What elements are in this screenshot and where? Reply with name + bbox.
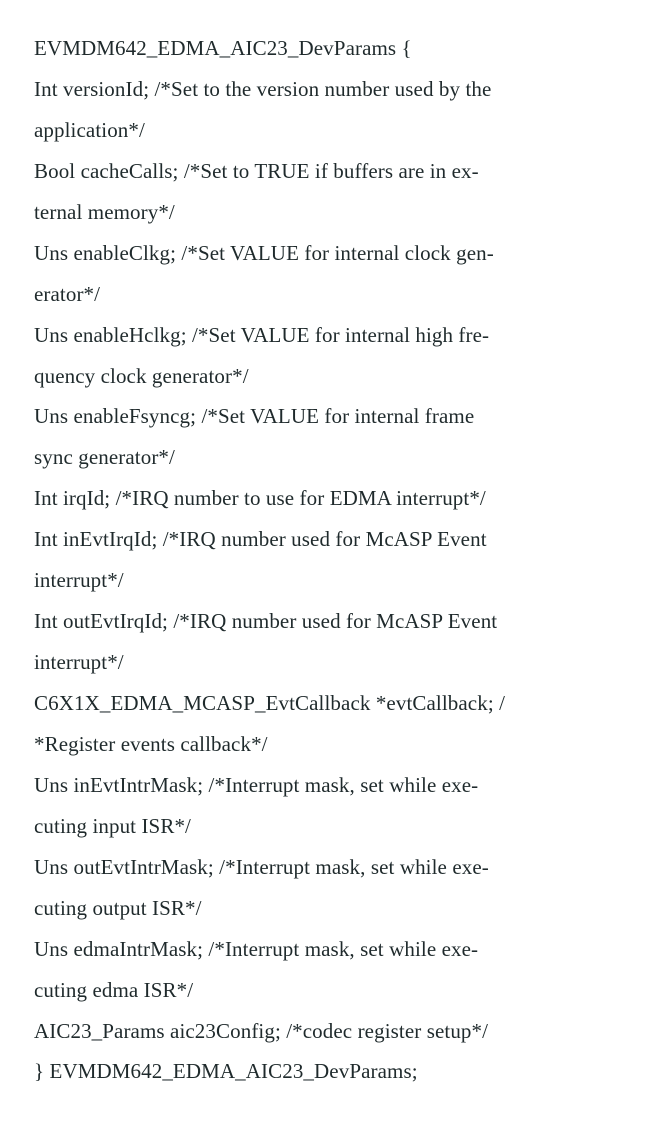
code-line: Uns edmaIntrMask; /*Interrupt mask, set … <box>34 929 629 970</box>
code-line: cuting output ISR*/ <box>34 888 629 929</box>
code-line: interrupt*/ <box>34 642 629 683</box>
code-line: Int irqId; /*IRQ number to use for EDMA … <box>34 478 629 519</box>
code-listing-page: EVMDM642_EDMA_AIC23_DevParams { Int vers… <box>0 0 663 1125</box>
code-line: Uns enableClkg; /*Set VALUE for internal… <box>34 233 629 274</box>
code-line: quency clock generator*/ <box>34 356 629 397</box>
code-line: } EVMDM642_EDMA_AIC23_DevParams; <box>34 1051 629 1092</box>
code-line: C6X1X_EDMA_MCASP_EvtCallback *evtCallbac… <box>34 683 629 724</box>
code-line: Uns enableHclkg; /*Set VALUE for interna… <box>34 315 629 356</box>
code-line: AIC23_Params aic23Config; /*codec regist… <box>34 1011 629 1052</box>
code-line: sync generator*/ <box>34 437 629 478</box>
code-line: EVMDM642_EDMA_AIC23_DevParams { <box>34 28 629 69</box>
code-line: Bool cacheCalls; /*Set to TRUE if buffer… <box>34 151 629 192</box>
code-line: Uns inEvtIntrMask; /*Interrupt mask, set… <box>34 765 629 806</box>
code-line: application*/ <box>34 110 629 151</box>
code-line: Uns enableFsyncg; /*Set VALUE for intern… <box>34 396 629 437</box>
code-line: ternal memory*/ <box>34 192 629 233</box>
code-line: Int outEvtIrqId; /*IRQ number used for M… <box>34 601 629 642</box>
code-line: interrupt*/ <box>34 560 629 601</box>
code-line: erator*/ <box>34 274 629 315</box>
code-line: Uns outEvtIntrMask; /*Interrupt mask, se… <box>34 847 629 888</box>
code-line: Int versionId; /*Set to the version numb… <box>34 69 629 110</box>
code-line: *Register events callback*/ <box>34 724 629 765</box>
code-line: cuting edma ISR*/ <box>34 970 629 1011</box>
code-line: Int inEvtIrqId; /*IRQ number used for Mc… <box>34 519 629 560</box>
code-line: cuting input ISR*/ <box>34 806 629 847</box>
